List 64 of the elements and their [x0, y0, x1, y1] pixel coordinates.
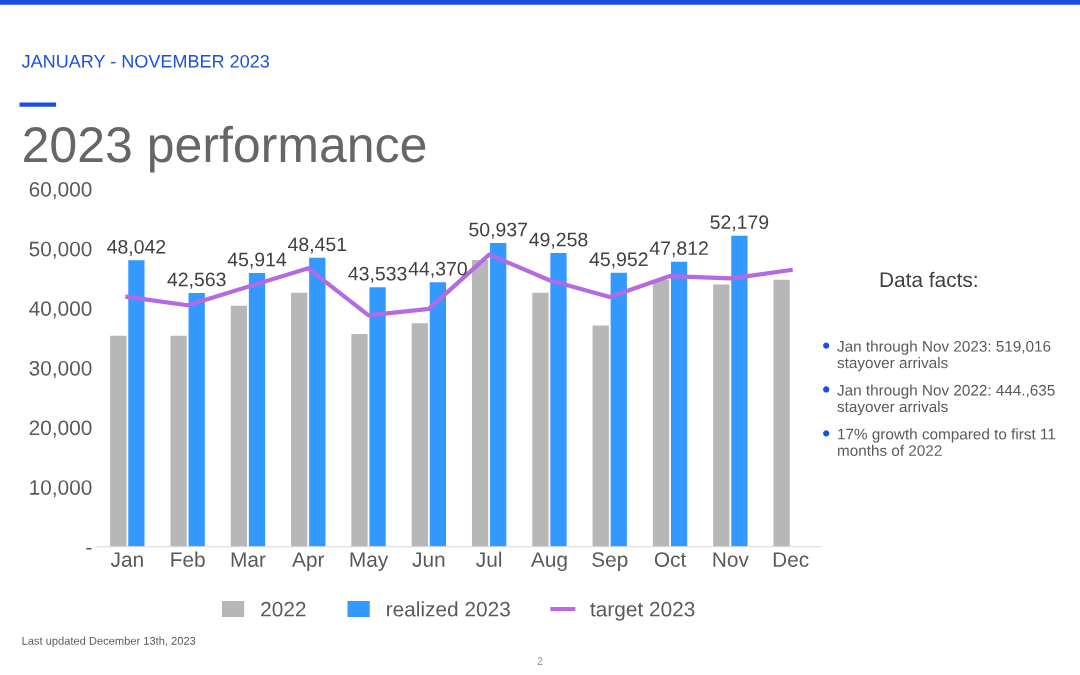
- bar: [230, 305, 248, 547]
- data-label: 43,533: [348, 266, 407, 283]
- x-tick-label: Apr: [292, 552, 325, 572]
- data-label: 45,952: [589, 252, 648, 269]
- text: 17% growth compared to first 11 months of 2022: [838, 428, 1056, 456]
- x-tick-label: Oct: [654, 552, 687, 567]
- text: Jan through Nov 2022: 444.,635 stayover arrivals: [837, 384, 1055, 416]
- data-label: 48,451: [288, 237, 347, 254]
- x-tick-label: Jul: [476, 551, 502, 567]
- y-tick-label: 60,000: [29, 182, 92, 200]
- legend-label: 2022: [261, 601, 306, 617]
- bar: [369, 287, 386, 547]
- y-tick-label: 20,000: [29, 420, 92, 438]
- text: 2: [537, 657, 543, 665]
- bar: [128, 260, 145, 547]
- bar: [351, 333, 368, 547]
- data-label: 45,914: [227, 252, 287, 269]
- x-tick-label: Aug: [530, 552, 567, 572]
- bar: [713, 284, 730, 547]
- chart-subtitle: JANUARY - NOVEMBER 2023: [21, 54, 270, 68]
- bar: [248, 272, 266, 547]
- bar: [170, 335, 187, 547]
- bar: [652, 279, 670, 547]
- data-label: 44,370: [408, 261, 467, 278]
- x-tick-label: May: [350, 552, 389, 572]
- bar: [773, 279, 790, 547]
- bar: [731, 235, 748, 547]
- chart-title: 2023 performance: [24, 125, 426, 173]
- x-tick-label: Jan: [110, 552, 143, 567]
- x-tick-label: Dec: [773, 552, 809, 567]
- bar: [471, 259, 489, 547]
- text: Data facts:: [880, 271, 977, 288]
- bar: [188, 292, 205, 547]
- text: Last updated December 13th, 2023: [22, 636, 196, 647]
- legend-label: target 2023: [590, 601, 695, 621]
- data-label: 42,563: [167, 272, 226, 289]
- x-tick-label: Jun: [412, 552, 445, 567]
- data-label: 50,937: [469, 222, 527, 239]
- data-label: 47,812: [649, 241, 708, 258]
- legend-label: realized 2023: [387, 601, 510, 617]
- bar: [110, 335, 127, 547]
- text: Jan through Nov 2023: 519,016 stayover arrivals: [837, 340, 1051, 372]
- bar: [610, 272, 627, 547]
- bar: [532, 292, 549, 547]
- bar: [592, 325, 609, 547]
- x-tick-label: Mar: [231, 552, 266, 567]
- bar: [411, 323, 428, 547]
- bar: [291, 292, 308, 547]
- data-label: 49,258: [529, 232, 588, 249]
- y-tick-label: 10,000: [30, 480, 92, 498]
- y-tick-label: -: [86, 547, 92, 550]
- x-tick-label: Feb: [171, 551, 205, 567]
- bar: [309, 257, 326, 547]
- bar: [490, 243, 507, 547]
- y-tick-label: 30,000: [29, 360, 92, 379]
- bar: [670, 261, 688, 547]
- x-tick-label: Sep: [592, 552, 628, 572]
- data-label: 48,042: [107, 239, 166, 256]
- y-tick-label: 40,000: [29, 301, 92, 319]
- bar: [550, 253, 567, 547]
- y-tick-label: 50,000: [29, 241, 92, 259]
- bar: [429, 282, 447, 547]
- x-tick-label: Nov: [713, 552, 749, 567]
- data-label: 52,179: [710, 215, 769, 232]
